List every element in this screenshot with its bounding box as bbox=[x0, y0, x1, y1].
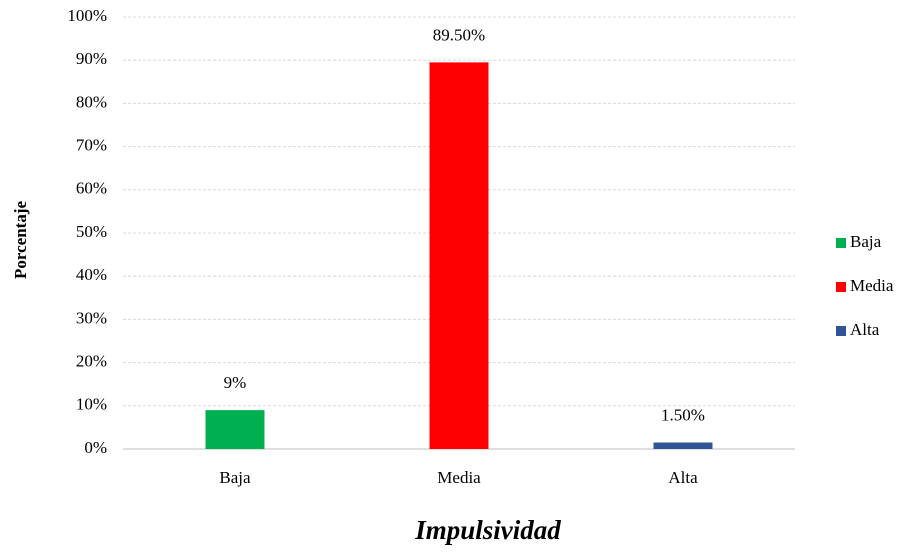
bar bbox=[653, 442, 713, 449]
y-tick-label: 90% bbox=[76, 49, 107, 68]
y-tick-label: 70% bbox=[76, 136, 107, 155]
legend-label: Alta bbox=[850, 320, 880, 339]
x-tick-label: Alta bbox=[668, 468, 698, 487]
y-axis-title: Porcentaje bbox=[11, 201, 30, 279]
y-tick-label: 40% bbox=[76, 265, 107, 284]
x-tick-label: Baja bbox=[219, 468, 251, 487]
y-tick-label: 80% bbox=[76, 92, 107, 111]
legend-swatch bbox=[836, 326, 846, 336]
data-label: 89.50% bbox=[433, 25, 485, 44]
bar bbox=[429, 62, 489, 450]
x-axis-title: Impulsividad bbox=[414, 515, 561, 545]
data-label: 1.50% bbox=[661, 405, 705, 424]
data-label: 9% bbox=[224, 373, 247, 392]
y-tick-label: 50% bbox=[76, 222, 107, 241]
bar bbox=[205, 410, 265, 449]
legend-label: Media bbox=[850, 276, 894, 295]
y-tick-label: 100% bbox=[67, 6, 107, 25]
y-tick-label: 60% bbox=[76, 179, 107, 198]
x-tick-label: Media bbox=[437, 468, 481, 487]
y-tick-label: 30% bbox=[76, 308, 107, 327]
y-tick-label: 0% bbox=[84, 438, 107, 457]
legend-swatch bbox=[836, 238, 846, 248]
y-tick-label: 20% bbox=[76, 352, 107, 371]
y-tick-label: 10% bbox=[76, 395, 107, 414]
legend-label: Baja bbox=[850, 232, 882, 251]
legend-swatch bbox=[836, 282, 846, 292]
